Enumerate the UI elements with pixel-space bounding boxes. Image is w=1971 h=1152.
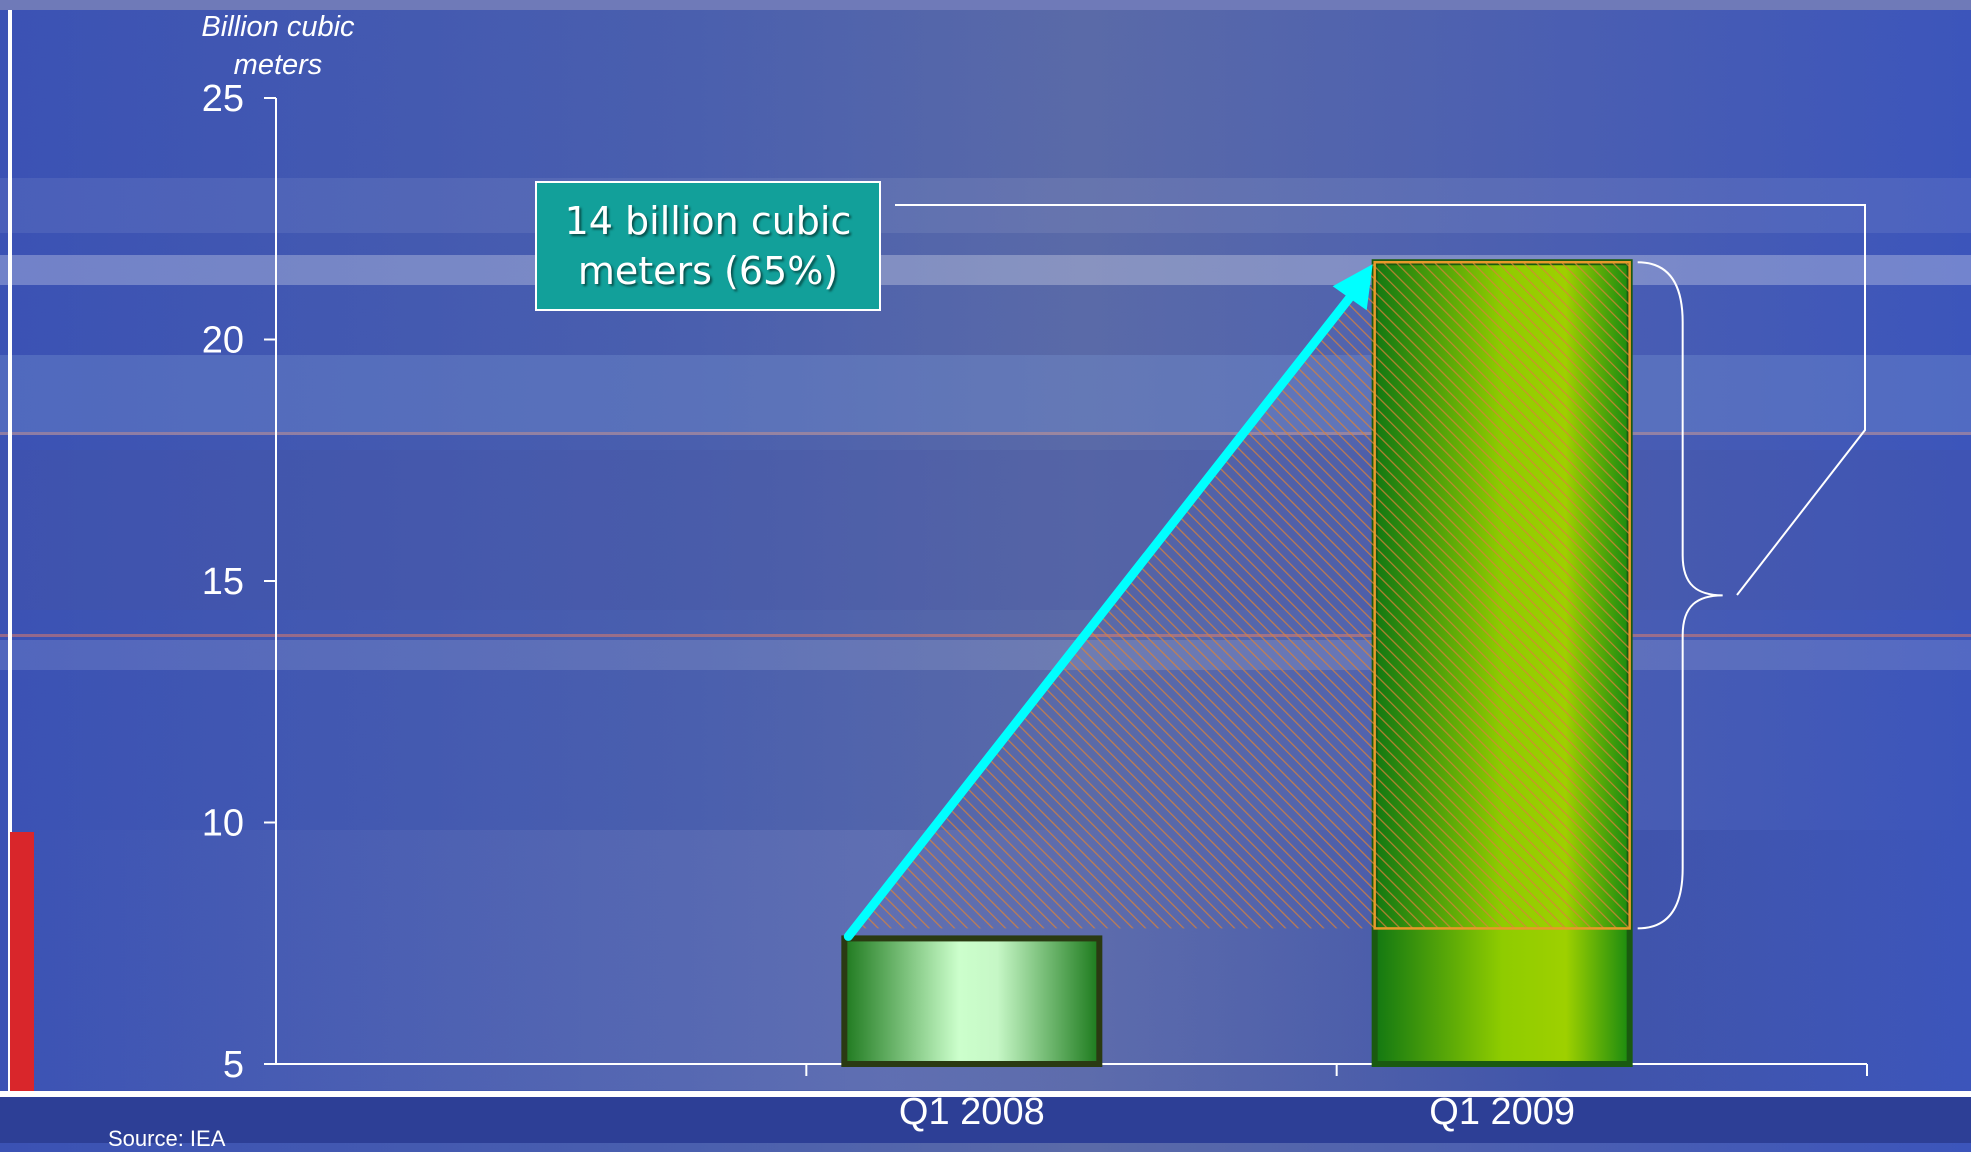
background-stripe [0, 432, 1971, 435]
increase-arrow-shaft [843, 281, 1364, 941]
x-tick-label: Q1 2009 [1429, 1091, 1575, 1133]
background-stripe [0, 634, 1971, 637]
x-tick-label: Q1 2008 [899, 1091, 1045, 1133]
increase-callout: 14 billion cubic meters (65%) [535, 181, 881, 311]
increase-arrow-head [1332, 264, 1373, 311]
y-tick-label: 20 [202, 320, 244, 362]
y-axis-label: Billion cubic meters [201, 11, 355, 81]
increase-hatch-area [854, 262, 1630, 929]
increase-outline [1373, 260, 1631, 930]
background-stripe [0, 355, 1971, 435]
top-strip [0, 0, 1971, 10]
accent-red-bar [10, 832, 34, 1095]
y-tick-label: 25 [202, 78, 244, 120]
bar-q1-2008 [841, 935, 1103, 1067]
increase-brace [1637, 261, 1723, 930]
left-rule [8, 10, 12, 1095]
callout-leader-line [895, 204, 1866, 596]
source-note: Source: IEA [108, 1126, 226, 1151]
bottom-band [0, 1097, 1971, 1143]
bottom-rule [0, 1091, 1971, 1097]
y-tick-label: 10 [202, 803, 244, 845]
y-tick-label: 15 [202, 561, 244, 603]
background-stripe [0, 640, 1971, 670]
background-stripe [0, 255, 1971, 285]
y-tick-label: 5 [223, 1044, 244, 1086]
background-stripe [0, 450, 1971, 610]
